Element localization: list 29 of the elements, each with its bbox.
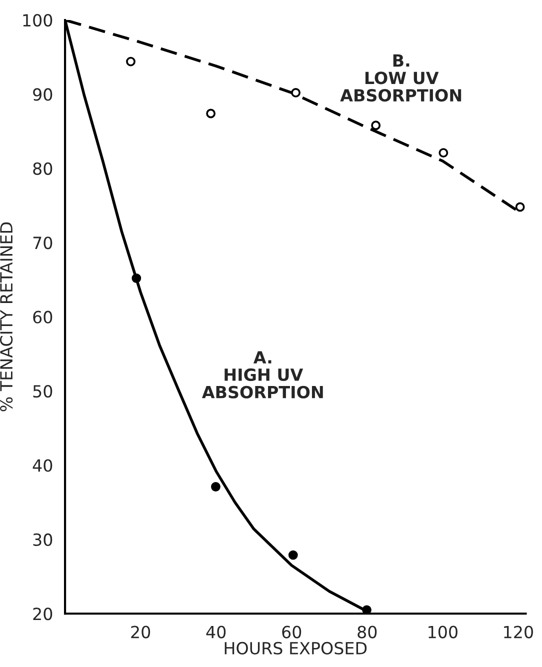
annotation: A. HIGH UV ABSORPTION (202, 351, 323, 398)
x-axis-title: HOURS EXPOSED (224, 642, 367, 654)
annotation: B. LOW UV ABSORPTION (340, 54, 462, 102)
y-tick-label: 60 (33, 310, 52, 324)
point (126, 56, 136, 66)
x-tick-label: 60 (282, 626, 302, 638)
y-tick-label: 70 (33, 236, 52, 250)
y-tick-label: 90 (33, 88, 52, 101)
y-tick-label: 40 (32, 459, 52, 472)
x-tick-label: 20 (131, 626, 150, 638)
point (206, 108, 216, 118)
point (288, 550, 298, 560)
y-tick-label: 20 (33, 608, 52, 620)
y-tick-label: 50 (33, 384, 52, 398)
y-tick-label: 80 (33, 162, 52, 175)
point (132, 274, 142, 283)
point (211, 482, 220, 492)
point (438, 148, 448, 158)
y-tick-label: 100 (23, 14, 52, 27)
x-tick-label: 40 (206, 626, 226, 638)
point (371, 120, 381, 130)
x-tick-label: 100 (428, 626, 458, 638)
y-tick-label: 30 (33, 533, 52, 546)
y-axis-title: % TENACITY RETAINED (0, 222, 13, 412)
x-tick-label: 120 (504, 626, 533, 638)
x-tick-label: 80 (358, 626, 377, 638)
point (291, 88, 300, 98)
point (362, 605, 372, 614)
point (515, 202, 525, 212)
